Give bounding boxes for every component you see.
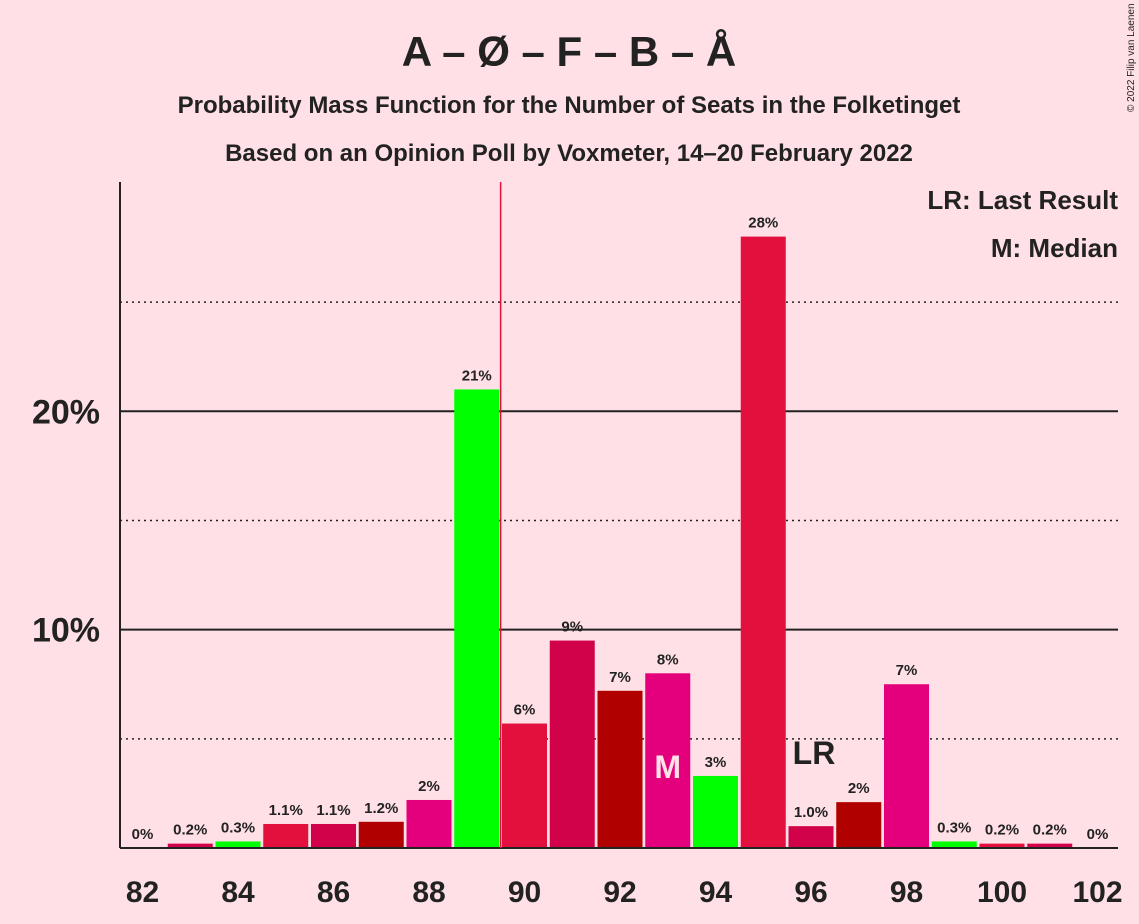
x-tick-label-84: 84 (221, 876, 255, 909)
x-axis-ticks: 82 84 86 88 90 92 94 96 98 100 102 (126, 876, 1123, 909)
copyright-notice: © 2022 Filip van Laenen (1126, 3, 1137, 112)
bar-90 (502, 723, 547, 848)
y-tick-label-1: 20% (32, 393, 100, 431)
bar-label-95: 28% (748, 215, 778, 232)
bars (167, 236, 1073, 849)
bar-label-85: 1.1% (269, 802, 303, 819)
chart-subtitle: Probability Mass Function for the Number… (178, 92, 961, 119)
bar-label-83: 0.2% (173, 822, 207, 839)
bar-label-89: 21% (462, 367, 492, 384)
bar-94 (693, 775, 738, 848)
bar-label-101: 0.2% (1033, 822, 1067, 839)
bar-92 (597, 690, 643, 848)
x-tick-label-92: 92 (603, 876, 636, 909)
bar-98 (884, 684, 929, 848)
bar-95 (740, 236, 786, 849)
x-tick-label-98: 98 (890, 876, 923, 909)
bar-93 (645, 673, 691, 848)
x-tick-label-102: 102 (1072, 876, 1122, 909)
bar-86 (311, 823, 356, 848)
bar-91 (549, 640, 595, 848)
markers: M LR (499, 182, 836, 848)
bar-89 (454, 389, 500, 848)
x-tick-label-88: 88 (412, 876, 445, 909)
bar-85 (263, 823, 309, 848)
bar-97 (836, 802, 882, 848)
bar-87 (358, 821, 404, 848)
x-tick-label-86: 86 (317, 876, 350, 909)
x-tick-label-96: 96 (794, 876, 827, 909)
x-tick-label-100: 100 (977, 876, 1027, 909)
last-result-marker: LR (793, 735, 836, 771)
axes (119, 182, 1118, 849)
bar-label-86: 1.1% (316, 802, 350, 819)
bar-96 (788, 826, 834, 848)
bar-label-90: 6% (514, 702, 536, 719)
bar-label-84: 0.3% (221, 819, 255, 836)
x-tick-label-90: 90 (508, 876, 541, 909)
bar-88 (406, 799, 452, 848)
bar-label-87: 1.2% (364, 800, 398, 817)
bar-label-99: 0.3% (937, 819, 971, 836)
bar-label-97: 2% (848, 780, 870, 797)
x-tick-label-94: 94 (699, 876, 733, 909)
bar-label-93: 8% (657, 651, 679, 668)
bar-label-96: 1.0% (794, 804, 828, 821)
bar-84 (215, 841, 261, 848)
bar-label-92: 7% (609, 669, 631, 686)
bar-101 (1027, 843, 1073, 848)
x-tick-label-82: 82 (126, 876, 159, 909)
chart-title: A – Ø – F – B – Å (402, 28, 737, 75)
bar-labels: 0% 0.2% 0.3% 1.1% 1.1% 1.2% 2% 21% 6% 9% 7% 8% 3% 28%… (132, 215, 1109, 843)
bar-label-94: 3% (705, 754, 727, 771)
bar-label-100: 0.2% (985, 822, 1019, 839)
bar-label-98: 7% (896, 662, 918, 679)
bar-label-102: 0% (1087, 826, 1109, 843)
bar-83 (167, 843, 213, 848)
bar-label-91: 9% (561, 619, 583, 636)
y-tick-label-0: 10% (32, 612, 100, 650)
median-marker: M (654, 749, 681, 785)
bar-100 (979, 843, 1025, 848)
chart-source: Based on an Opinion Poll by Voxmeter, 14… (225, 140, 913, 167)
bar-label-82: 0% (132, 826, 154, 843)
bar-label-88: 2% (418, 778, 440, 795)
bar-99 (931, 841, 977, 848)
y-axis-ticks: 10% 20% (32, 393, 100, 649)
legend-median: M: Median (991, 233, 1118, 263)
legend-last-result: LR: Last Result (927, 185, 1118, 215)
